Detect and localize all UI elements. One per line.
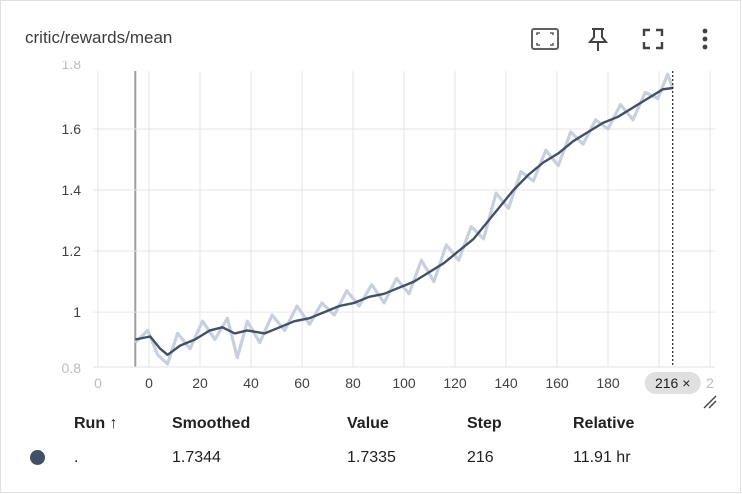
hover-step-chip-bg <box>644 372 701 394</box>
y-tick-label: 1.4 <box>62 182 82 198</box>
cell-run: . <box>74 449 79 466</box>
y-tick-label-clipped: 1.8 <box>62 61 82 72</box>
col-header-step[interactable]: Step <box>467 415 502 432</box>
x-tick-label: 0 <box>94 375 102 391</box>
x-tick-label: 120 <box>443 375 467 391</box>
col-header-smoothed[interactable]: Smoothed <box>172 415 251 432</box>
hover-step-chip-label: 216 × <box>655 375 690 391</box>
fullscreen-icon <box>642 28 664 50</box>
hover-step-chip[interactable]: 216 × <box>644 372 701 394</box>
col-header-value[interactable]: Value <box>347 415 389 432</box>
plot-area: 1 1.2 1.4 1.6 1.8 0.8 0 0 20 40 60 80 100 120 140 160 1… <box>62 61 715 394</box>
x-tick-label: 160 <box>545 375 569 391</box>
x-tick-label: 40 <box>243 375 259 391</box>
fit-to-data-icon <box>531 28 559 50</box>
fullscreen-button[interactable] <box>637 23 669 55</box>
x-axis-ticks: 00204060801001201401601802002 <box>94 375 714 391</box>
cell-smoothed: 1.7344 <box>172 449 221 466</box>
y-tick-label: 1.2 <box>62 243 82 259</box>
run-color-dot <box>30 450 45 465</box>
x-tick-label: 180 <box>596 375 620 391</box>
cell-step: 216 <box>467 449 494 466</box>
fit-to-data-button[interactable] <box>529 23 561 55</box>
pin-icon <box>587 28 609 51</box>
y-tick-label-clipped: 0.8 <box>62 360 82 376</box>
x-tick-label: 100 <box>392 375 416 391</box>
col-header-relative[interactable]: Relative <box>573 415 635 432</box>
pin-button[interactable] <box>582 23 614 55</box>
resize-handle-icon[interactable] <box>701 393 717 409</box>
y-axis-ticks: 1 1.2 1.4 1.6 1.8 0.8 <box>62 61 82 376</box>
more-vert-icon <box>702 28 708 50</box>
y-tick-label: 1.6 <box>62 121 82 137</box>
line-chart[interactable]: 1 1.2 1.4 1.6 1.8 0.8 0 0 20 40 60 80 100 120 140 160 1… <box>1 61 742 406</box>
x-tick-label: 80 <box>345 375 361 391</box>
x-tick-label: 0 <box>145 375 153 391</box>
card-title: critic/rewards/mean <box>25 28 173 47</box>
col-header-run[interactable]: Run ↑ <box>74 415 118 432</box>
cell-relative: 11.91 hr <box>573 449 631 466</box>
x-tick-label: 60 <box>294 375 310 391</box>
x-tick-label: 20 <box>192 375 208 391</box>
smoothed-series-line <box>135 86 673 356</box>
more-options-button[interactable] <box>689 23 721 55</box>
cell-value: 1.7335 <box>347 449 396 466</box>
y-tick-label: 1 <box>73 304 81 320</box>
x-tick-label: 140 <box>494 375 518 391</box>
x-tick-label: 2 <box>706 375 714 391</box>
